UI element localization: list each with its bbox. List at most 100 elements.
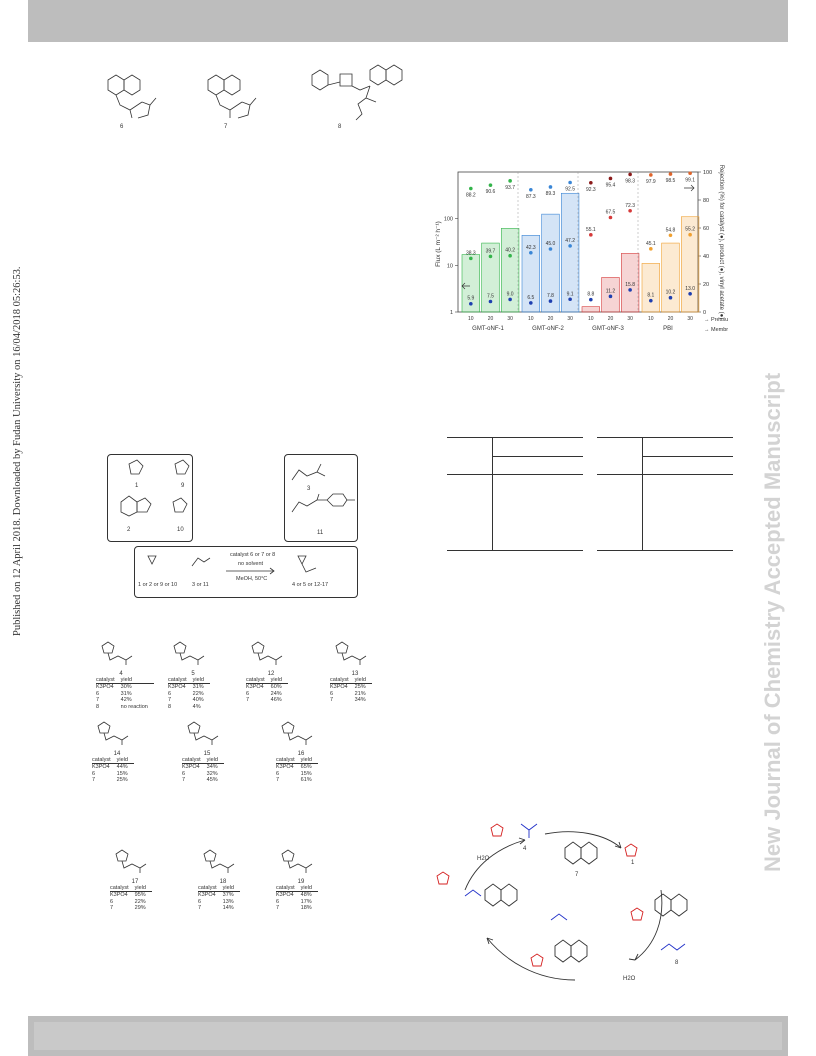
pressure-tick-2-0: 10 — [588, 316, 594, 322]
yield-cell: 7 — [168, 697, 172, 703]
catalyst-label-1-0: 87.3 — [526, 194, 536, 200]
yield-table: catalyst yield K3PO4 48% 6 17% 7 18% — [276, 885, 318, 912]
cycle-label-h2o-1: H2O — [477, 856, 490, 862]
yield-cell: 7 — [330, 697, 334, 703]
table-row: 6 15% — [276, 771, 318, 778]
yield-cell: 7 — [96, 697, 100, 703]
yield-cell: 22% — [192, 690, 204, 697]
yield-header-cell: catalyst — [276, 757, 301, 764]
catalyst-label-2-2: 98.3 — [625, 178, 635, 184]
right-tick-label-1: 20 — [703, 282, 709, 288]
product-point-2-1 — [608, 215, 613, 220]
catalyst-label-1-1: 89.3 — [546, 191, 556, 197]
yield-cell: 25% — [354, 684, 366, 690]
product-label-3-0: 45.1 — [646, 241, 656, 247]
vinyl-point-2-1 — [608, 294, 613, 299]
yield-cell: K3PO4 — [330, 684, 348, 690]
product-structure-14 — [97, 721, 129, 745]
product-label-0-0: 38.3 — [466, 250, 476, 256]
publication-sidebar[interactable]: Published on 12 April 2018. Downloaded b… — [12, 266, 23, 636]
product-point-2-2 — [628, 208, 632, 213]
yield-header-cell: catalyst — [96, 677, 121, 684]
product-label-1-0: 42.3 — [526, 245, 536, 251]
table-row: 6 13% — [198, 899, 240, 906]
product-point-0-1 — [488, 254, 493, 259]
product-label-2-0: 55.1 — [586, 227, 596, 233]
yield-cell: 32% — [206, 770, 218, 777]
yield-cell: 4% — [192, 703, 201, 710]
scheme-conditions-1: catalyst 6 or 7 or 8 — [230, 552, 275, 558]
table-left-divider — [492, 438, 493, 550]
product-label-2-1: 67.5 — [606, 210, 616, 216]
vinyl-label-3-1: 10.2 — [666, 290, 676, 296]
pressure-tick-0-1: 20 — [488, 316, 494, 322]
table-row: K3PO4 37% — [198, 892, 240, 899]
right-tick-label-0: 0 — [703, 310, 706, 316]
vinyl-point-3-1 — [668, 295, 673, 300]
table-row: 6 22% — [168, 691, 210, 698]
yield-header-cell: yield — [222, 885, 240, 892]
table-row: 6 17% — [276, 899, 318, 906]
substrate-structures: 1 9 2 10 3 11 — [120, 459, 355, 536]
table-left-rule-2 — [447, 474, 583, 475]
footer-inner — [34, 1022, 782, 1050]
catalyst-point-3-0 — [649, 173, 653, 177]
product-point-2-0 — [589, 233, 593, 237]
substrate-label-11: 11 — [317, 530, 324, 536]
flux-bar-3-1 — [661, 242, 680, 313]
right-tick-label-5: 100 — [703, 170, 712, 176]
azole-substrates-box — [107, 454, 193, 542]
yield-cell: 6 — [110, 898, 114, 905]
table-row: 8 4% — [168, 704, 210, 711]
yield-cell: 37% — [222, 892, 234, 898]
yield-cell: 31% — [120, 690, 132, 697]
left-tick-label-2: 100 — [444, 217, 453, 223]
scheme-conditions-3: MeOH, 50°C — [236, 576, 267, 582]
flux-bar-0-1 — [481, 242, 500, 313]
table-right-rule-2 — [597, 474, 733, 475]
product-label: 18 — [219, 879, 227, 885]
yield-header-cell: catalyst — [246, 677, 271, 684]
table-row: 6 22% — [110, 899, 152, 906]
structure-label-8: 8 — [338, 124, 342, 130]
product-structure-19 — [281, 849, 313, 873]
table-right-rule-1 — [642, 456, 733, 457]
xlabel-pressure: → Pressure (bar) — [704, 317, 728, 323]
table-row: 7 40% — [168, 697, 210, 704]
yield-cell: 42% — [120, 697, 132, 703]
product-label-0-2: 40.2 — [505, 248, 515, 254]
table-row: K3PO4 31% — [168, 684, 210, 691]
product-5: 5 catalyst yield K3PO4 31% 6 22% 7 40% 8 4% — [168, 640, 244, 710]
cycle-label-8: 8 — [675, 960, 679, 966]
yield-cell: 6 — [246, 690, 250, 697]
yield-table-header: catalyst yield — [246, 677, 288, 684]
cycle-label-1: 1 — [631, 860, 635, 866]
publication-note-link[interactable]: Published on 12 April 2018. Downloaded b… — [12, 266, 23, 636]
yield-cell: 7 — [276, 777, 280, 783]
yield-header-cell: yield — [116, 757, 134, 764]
table-row: K3PO4 44% — [92, 764, 134, 771]
yield-cell: 7 — [276, 905, 280, 911]
catalyst-label-0-0: 88.2 — [466, 193, 476, 199]
vinyl-label-0-2: 9.0 — [507, 291, 514, 297]
vinyl-label-1-2: 9.1 — [567, 291, 574, 297]
product-label: 12 — [267, 671, 275, 677]
left-tick-label-0: 1 — [450, 310, 453, 316]
product-label: 13 — [351, 671, 359, 677]
catalyst-label-0-2: 93.7 — [505, 185, 515, 191]
yield-cell: 6 — [96, 690, 100, 697]
yield-cell: K3PO4 — [276, 892, 294, 898]
vinyl-point-2-2 — [628, 288, 632, 292]
product-point-3-2 — [688, 232, 692, 237]
yield-header-cell: catalyst — [182, 757, 207, 764]
yield-cell: 6 — [330, 690, 334, 697]
yield-cell: 7 — [198, 905, 202, 911]
yield-cell: 6 — [92, 770, 96, 777]
product-point-1-0 — [529, 250, 533, 255]
yield-cell: 24% — [270, 690, 282, 697]
yield-cell: 21% — [354, 690, 366, 697]
vinyl-label-3-0: 8.1 — [647, 293, 654, 299]
product-label: 16 — [297, 751, 305, 757]
yield-cell: K3PO4 — [96, 684, 114, 690]
page-footer-band — [28, 1016, 788, 1056]
